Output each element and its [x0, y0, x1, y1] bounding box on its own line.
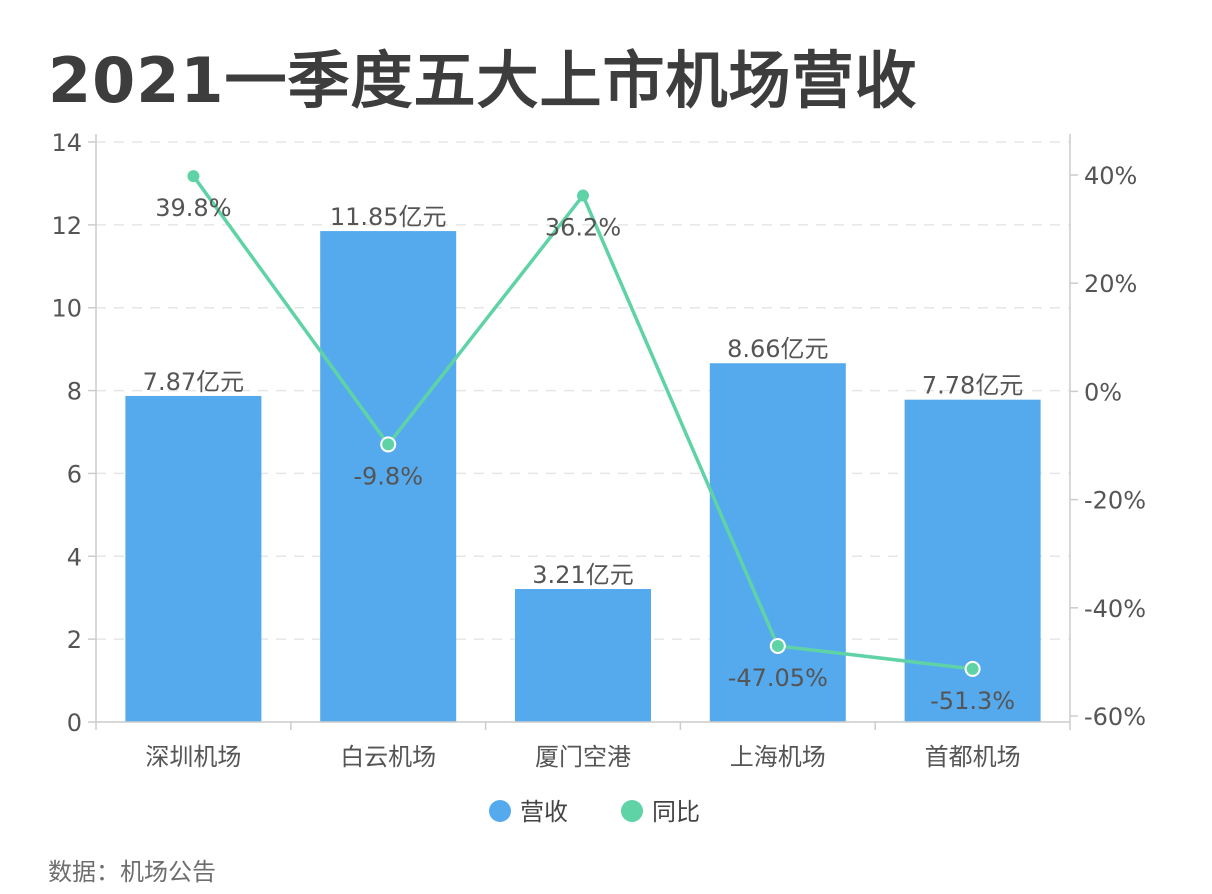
- chart-title: 2021一季度五大上市机场营收: [48, 44, 918, 117]
- legend-revenue-label[interactable]: 营收: [520, 798, 568, 826]
- left-axis-tick-label: 6: [67, 460, 82, 488]
- growth-point: [964, 660, 981, 677]
- category-label: 白云机场: [340, 743, 436, 771]
- left-axis-tick-label: 14: [51, 129, 82, 157]
- growth-data-label: -51.3%: [930, 687, 1015, 715]
- left-axis-tick-label: 8: [67, 378, 82, 406]
- left-axis-tick-label: 2: [67, 626, 82, 654]
- left-axis-tick-label: 12: [51, 212, 82, 240]
- revenue-bars: [125, 231, 1041, 723]
- left-axis-tick-label: 4: [67, 543, 82, 571]
- revenue-data-label: 3.21亿元: [532, 561, 633, 589]
- category-label: 深圳机场: [145, 743, 241, 771]
- revenue-bar: [320, 231, 457, 723]
- revenue-data-label: 7.78亿元: [922, 372, 1023, 400]
- growth-point: [380, 436, 397, 453]
- growth-data-label: 36.2%: [545, 214, 621, 242]
- legend-growth-label[interactable]: 同比: [652, 798, 700, 826]
- revenue-data-label: 11.85亿元: [330, 203, 447, 231]
- legend-revenue-marker: [489, 800, 511, 822]
- category-label: 厦门空港: [535, 743, 631, 771]
- revenue-data-label: 8.66亿元: [727, 335, 828, 363]
- right-axis-tick-label: -60%: [1084, 703, 1146, 731]
- legend-growth-marker: [621, 800, 643, 822]
- right-axis-tick-label: -40%: [1084, 595, 1146, 623]
- category-label: 上海机场: [730, 743, 826, 771]
- growth-point: [577, 189, 589, 202]
- category-label: 首都机场: [925, 743, 1021, 771]
- right-axis-tick-label: 0%: [1084, 378, 1122, 406]
- axes: 0 2 4 6 8 10 12 14 -60% -40% -20% 0% 20% 40% 深圳机场 白云机场 厦…: [51, 129, 1146, 771]
- growth-point: [187, 170, 200, 183]
- growth-point: [769, 637, 786, 654]
- data-labels: 7.87亿元 11.85亿元 3.21亿元 8.66亿元 7.78亿元 39.8% -9.8…: [143, 194, 1024, 715]
- revenue-data-label: 7.87亿元: [143, 368, 244, 396]
- right-axis-tick-label: 20%: [1084, 270, 1137, 298]
- growth-data-label: -47.05%: [728, 664, 828, 692]
- growth-data-label: -9.8%: [353, 462, 423, 490]
- growth-line: [187, 170, 981, 677]
- legend: 营收 同比: [489, 798, 700, 826]
- left-axis-tick-label: 10: [51, 295, 82, 323]
- data-source: 数据：机场公告: [48, 858, 216, 886]
- right-axis-tick-label: -20%: [1084, 487, 1146, 515]
- growth-data-label: 39.8%: [155, 194, 231, 222]
- right-axis-tick-label: 40%: [1084, 162, 1137, 190]
- revenue-bar: [515, 589, 651, 722]
- left-axis-tick-label: 0: [67, 709, 82, 737]
- revenue-bar: [125, 395, 262, 722]
